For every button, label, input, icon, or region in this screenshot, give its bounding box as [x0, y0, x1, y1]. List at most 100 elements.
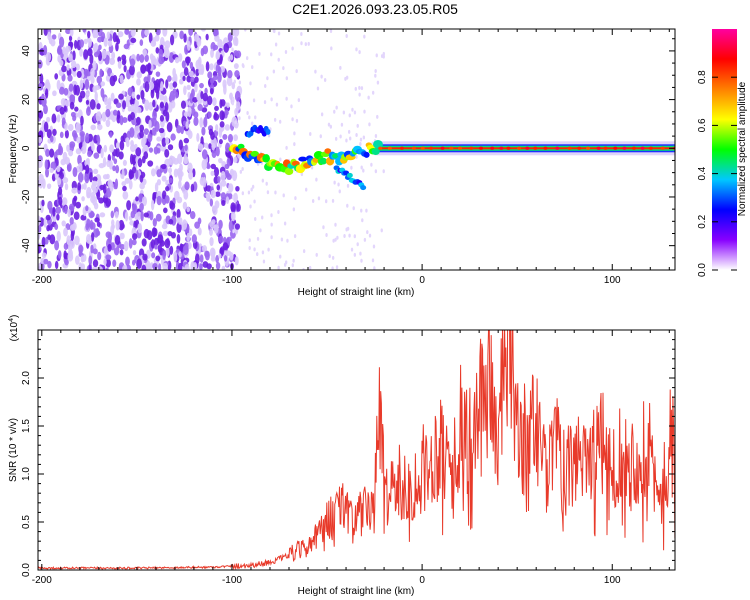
noise-speckle [334, 136, 338, 141]
noise-speckle [186, 84, 191, 91]
noise-speckle [278, 119, 282, 124]
noise-speckle [300, 172, 304, 177]
noise-speckle [331, 266, 334, 270]
noise-speckle [152, 99, 156, 108]
noise-speckle [325, 232, 328, 237]
noise-speckle [66, 64, 70, 71]
noise-speckle [123, 65, 127, 73]
noise-speckle [222, 134, 228, 140]
noise-speckle [43, 121, 49, 133]
noise-speckle [324, 199, 328, 204]
spectrogram-x-axis: -200 -100 0 100 [32, 29, 670, 286]
noise-speckle [358, 50, 361, 55]
noise-speckle [182, 244, 189, 255]
noise-speckle [57, 45, 62, 55]
noise-speckle [213, 167, 220, 177]
noise-speckle [154, 120, 160, 132]
noise-speckle [158, 263, 162, 270]
noise-speckle [182, 219, 188, 230]
noise-speckle [345, 138, 348, 143]
noise-speckle [188, 170, 194, 180]
noise-speckle [221, 265, 226, 270]
noise-speckle [112, 32, 117, 43]
noise-speckle [116, 110, 121, 120]
noise-speckle [217, 175, 221, 183]
noise-speckle [350, 247, 354, 252]
noise-speckle [135, 169, 139, 180]
noise-speckle [135, 116, 141, 126]
x-tick-label: -100 [222, 275, 242, 286]
noise-speckle [183, 85, 187, 96]
noise-speckle [226, 102, 230, 108]
noise-speckle [131, 259, 136, 266]
noise-speckle [233, 134, 238, 142]
noise-speckle [90, 195, 96, 204]
noise-speckle [128, 238, 133, 249]
noise-speckle [238, 116, 241, 121]
x-tick-label: -100 [222, 575, 242, 586]
noise-speckle [103, 258, 107, 266]
noise-speckle [56, 114, 61, 123]
noise-speckle [79, 162, 83, 174]
noise-speckle [169, 245, 174, 255]
noise-speckle [84, 159, 90, 167]
noise-speckle [335, 265, 339, 270]
signal-peak [648, 146, 653, 150]
noise-speckle [194, 76, 199, 83]
noise-speckle [331, 255, 335, 260]
noise-speckle [204, 250, 210, 258]
noise-speckle [220, 179, 227, 187]
noise-speckle [215, 255, 220, 264]
noise-speckle [162, 262, 169, 270]
signal-blob [324, 148, 332, 154]
noise-speckle [286, 238, 289, 243]
noise-speckle [159, 114, 165, 122]
noise-speckle [292, 258, 295, 263]
noise-speckle [85, 99, 90, 105]
noise-speckle [274, 190, 277, 195]
noise-speckle [92, 60, 97, 71]
signal-blob [319, 157, 328, 165]
noise-speckle [118, 219, 125, 231]
noise-speckle [47, 31, 52, 41]
noise-speckle [148, 119, 152, 129]
noise-speckle [155, 29, 160, 34]
noise-speckle [189, 61, 194, 70]
noise-speckle [182, 201, 188, 210]
signal-peak [479, 146, 484, 150]
noise-speckle [315, 252, 318, 257]
noise-speckle [279, 254, 282, 259]
noise-speckle [232, 29, 238, 33]
signal-peak [525, 146, 530, 150]
noise-speckle [155, 255, 161, 262]
noise-speckle [188, 228, 193, 237]
noise-speckle [201, 126, 206, 136]
noise-speckle [46, 225, 50, 232]
noise-speckle [63, 87, 69, 96]
noise-speckle [105, 173, 110, 180]
y-tick-label: -20 [21, 189, 32, 204]
noise-speckle [171, 76, 177, 82]
noise-speckle [69, 224, 76, 231]
noise-speckle [74, 106, 79, 112]
noise-speckle [148, 81, 155, 91]
noise-speckle [95, 111, 101, 123]
noise-speckle [212, 75, 218, 81]
spectrogram-y-axis: -40 -20 0 20 40 [21, 38, 675, 271]
noise-speckle [97, 179, 102, 186]
noise-speckle [245, 56, 249, 61]
noise-speckle [205, 192, 211, 198]
noise-speckle [376, 80, 380, 85]
noise-speckle [168, 219, 174, 225]
noise-speckle [223, 43, 230, 53]
noise-speckle [74, 84, 81, 96]
noise-speckle [41, 199, 45, 207]
noise-speckle [374, 133, 378, 138]
noise-speckle [55, 149, 62, 156]
noise-speckle [270, 97, 273, 102]
noise-speckle [69, 29, 74, 37]
noise-speckle [130, 112, 136, 120]
noise-speckle [128, 179, 133, 190]
noise-speckle [311, 199, 315, 204]
noise-speckle [291, 263, 295, 268]
